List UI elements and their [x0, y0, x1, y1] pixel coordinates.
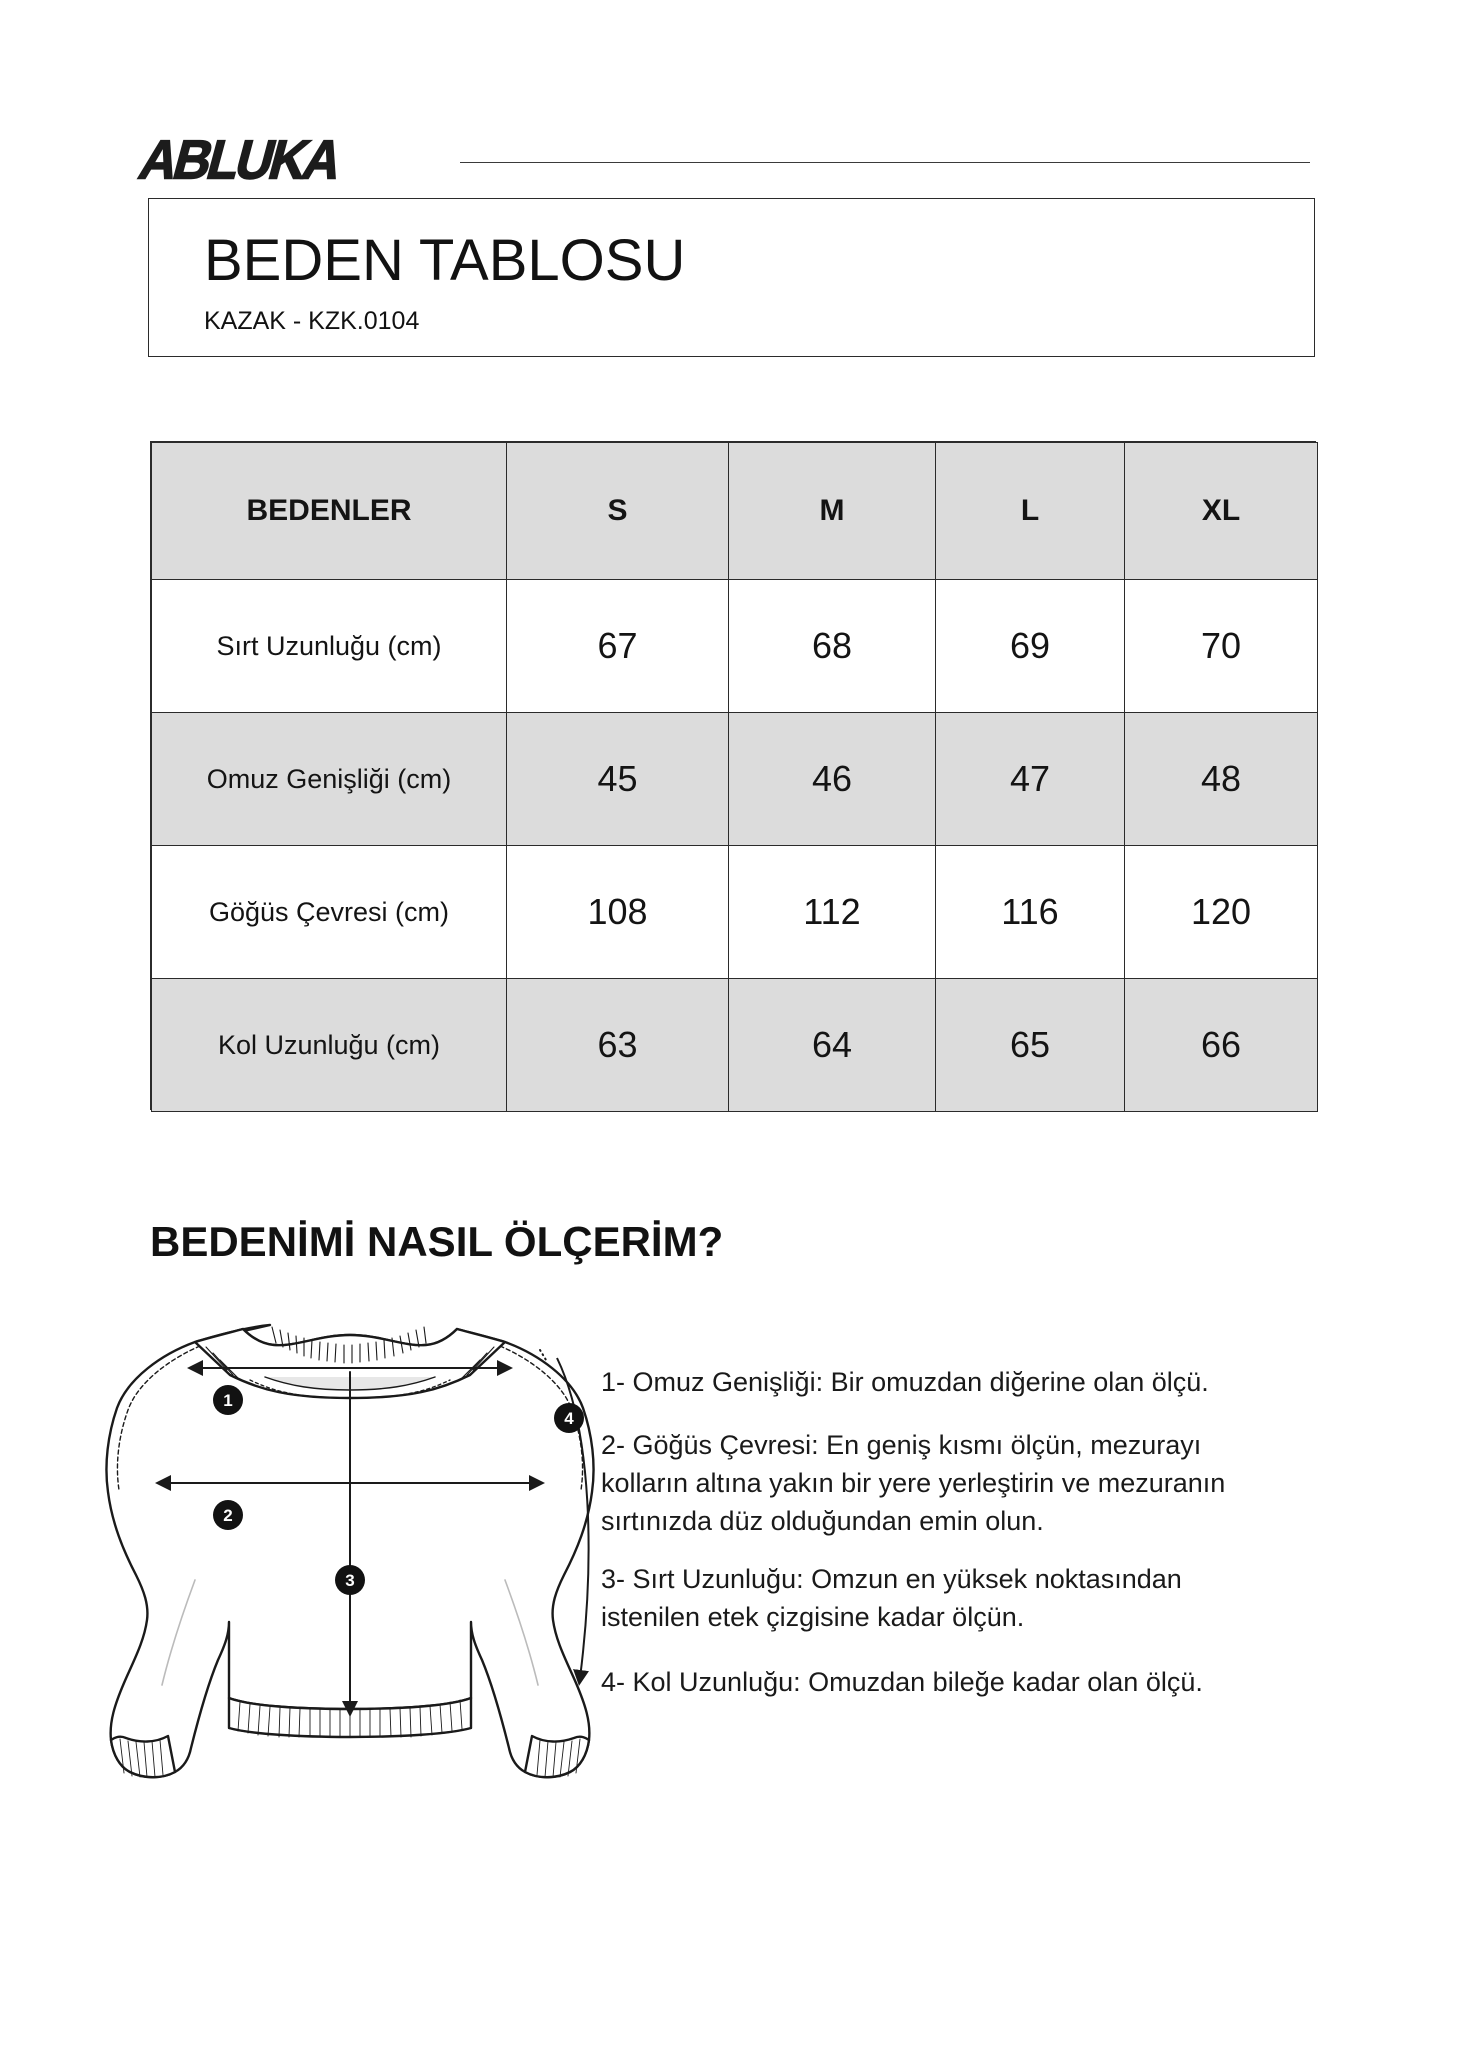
svg-text:3: 3: [345, 1571, 354, 1590]
svg-text:2: 2: [223, 1506, 232, 1525]
svg-text:4: 4: [564, 1409, 574, 1428]
svg-text:1: 1: [223, 1391, 232, 1410]
